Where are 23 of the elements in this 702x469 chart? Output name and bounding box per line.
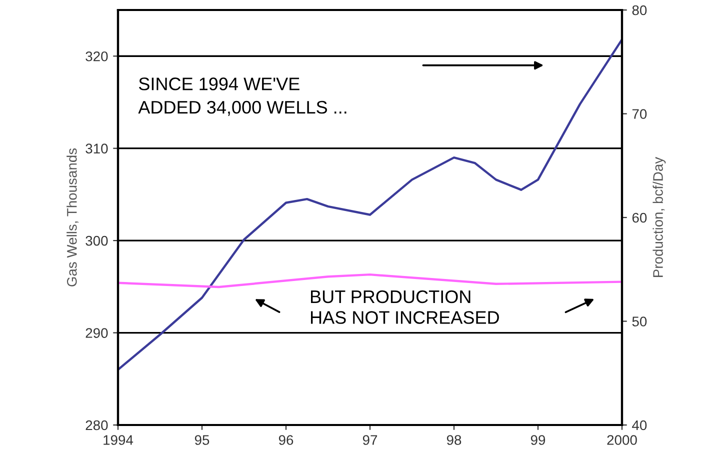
y2-tick-label: 40 <box>632 420 647 430</box>
line-series <box>118 38 622 371</box>
y-axis-title: Gas Wells, Thousands <box>66 148 78 286</box>
y-tick-label: 290 <box>86 328 108 338</box>
y2-tick-label: 70 <box>632 109 647 119</box>
y2-axis-title: Production, bcf/Day <box>652 156 666 277</box>
y-tick-label: 280 <box>86 420 108 430</box>
x-tick-label: 99 <box>530 435 546 445</box>
y-tick-label: 310 <box>86 144 108 154</box>
y-tick-label: 300 <box>86 236 108 246</box>
y-tick-label: 320 <box>86 51 108 62</box>
annotation: BUT PRODUCTION HAS NOT INCREASED <box>311 290 499 324</box>
y2-tick-label: 50 <box>632 316 647 326</box>
y2-tick-label: 80 <box>632 5 647 16</box>
annotation: SINCE 1994 WE'VE ADDED 34,000 WELLS ... <box>138 78 346 116</box>
x-tick-label: 97 <box>362 435 378 445</box>
x-tick-label: 2000 <box>607 435 637 445</box>
x-tick-label: 96 <box>278 435 294 445</box>
x-tick-label: 1994 <box>104 435 134 445</box>
line-series <box>118 273 622 288</box>
x-tick-label: 95 <box>194 435 210 445</box>
y2-tick-label: 60 <box>632 212 647 223</box>
x-tick-label: 98 <box>446 435 462 445</box>
